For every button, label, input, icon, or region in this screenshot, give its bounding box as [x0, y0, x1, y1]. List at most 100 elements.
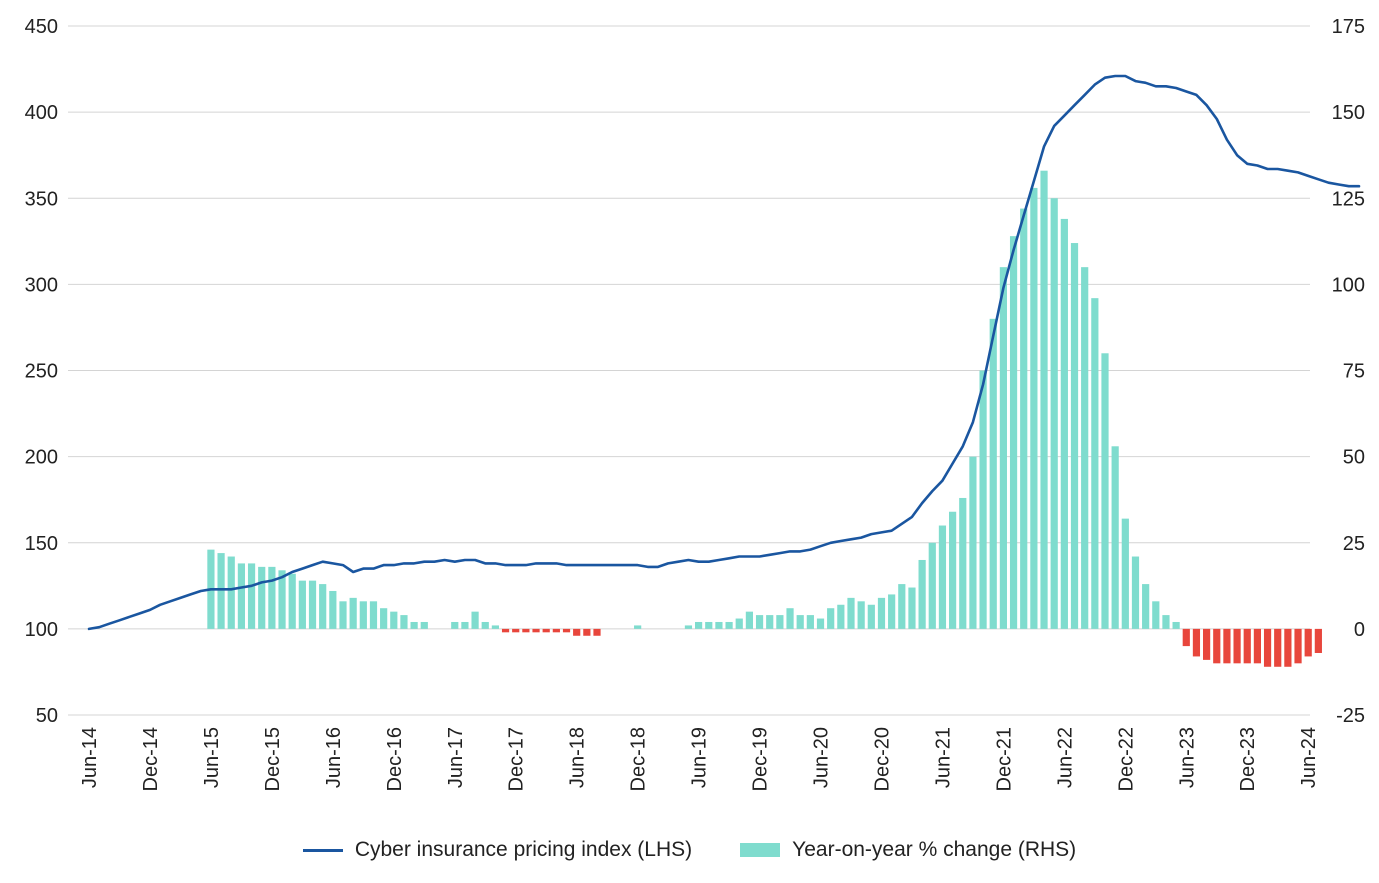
- legend-item-yoy: Year-on-year % change (RHS): [740, 838, 1076, 862]
- yoy-bar: [308, 580, 317, 629]
- right-tick-label: 50: [1343, 447, 1365, 469]
- yoy-bar: [1009, 236, 1018, 629]
- yoy-bar: [1060, 218, 1068, 629]
- yoy-bar: [461, 621, 469, 629]
- yoy-bar: [745, 611, 753, 629]
- yoy-bar: [1253, 628, 1261, 664]
- yoy-bar: [369, 601, 378, 629]
- left-tick-label: 250: [25, 361, 58, 383]
- yoy-bar: [938, 525, 947, 629]
- yoy-bar: [522, 628, 530, 633]
- right-tick-label: 75: [1343, 361, 1365, 383]
- left-tick-label: 100: [25, 619, 58, 641]
- yoy-bar: [1263, 628, 1272, 667]
- yoy-bar: [1131, 556, 1140, 629]
- yoy-bar: [837, 604, 845, 629]
- yoy-bar: [583, 628, 591, 636]
- yoy-bar: [491, 625, 499, 629]
- x-tick-label: Jun-15: [201, 727, 223, 788]
- right-tick-label: 175: [1332, 16, 1365, 38]
- x-tick-label: Dec-17: [506, 727, 528, 791]
- yoy-bar: [786, 608, 794, 629]
- yoy-bar: [400, 615, 408, 629]
- left-tick-label: 50: [36, 705, 58, 727]
- x-tick-label: Dec-14: [140, 727, 162, 791]
- yoy-bar: [1243, 628, 1251, 664]
- pricing-index-line-group: [87, 74, 1361, 631]
- x-tick-label: Dec-18: [628, 727, 650, 791]
- yoy-bar: [1314, 628, 1322, 653]
- yoy-bar: [715, 621, 723, 629]
- yoy-bar: [1192, 628, 1201, 657]
- yoy-bar: [1111, 446, 1119, 629]
- yoy-bar: [1081, 267, 1089, 629]
- yoy-bar: [471, 611, 479, 629]
- yoy-bar: [1050, 198, 1058, 629]
- yoy-bar: [532, 628, 540, 633]
- yoy-bar: [1020, 208, 1028, 629]
- left-tick-label: 200: [25, 447, 58, 469]
- yoy-bar: [1294, 628, 1302, 664]
- right-tick-label: 100: [1332, 274, 1365, 296]
- legend-item-index: Cyber insurance pricing index (LHS): [302, 838, 692, 862]
- yoy-bar: [562, 628, 571, 633]
- yoy-bar: [1172, 621, 1180, 629]
- x-tick-label: Dec-15: [262, 727, 284, 791]
- yoy-bar: [867, 604, 875, 629]
- yoy-bar: [1040, 170, 1048, 629]
- yoy-bar: [349, 597, 357, 629]
- yoy-bar: [278, 570, 286, 629]
- yoy-bar: [380, 608, 388, 629]
- yoy-bar: [857, 601, 865, 629]
- yoy-bar: [755, 615, 764, 629]
- yoy-bar: [908, 587, 916, 629]
- x-tick-label: Jun-16: [323, 727, 345, 788]
- yoy-bar: [705, 621, 713, 629]
- yoy-bar: [898, 584, 906, 629]
- yoy-bar: [816, 618, 825, 629]
- yoy-bar: [217, 553, 225, 629]
- yoy-bar: [268, 566, 276, 629]
- yoy-bar: [806, 615, 814, 629]
- x-tick-label: Jun-22: [1054, 727, 1076, 788]
- yoy-bar: [298, 580, 306, 629]
- yoy-bar: [1213, 628, 1221, 664]
- yoy-bar: [684, 625, 693, 629]
- x-tick-label: Dec-23: [1237, 727, 1259, 791]
- yoy-bar: [735, 618, 743, 629]
- yoy-bar: [542, 628, 550, 633]
- right-tick-label: 150: [1332, 102, 1365, 124]
- yoy-bar: [1274, 628, 1282, 667]
- x-tick-label: Dec-22: [1115, 727, 1137, 791]
- yoy-bar: [1233, 628, 1241, 664]
- yoy-bar: [1070, 243, 1079, 629]
- yoy-bar: [512, 628, 520, 633]
- yoy-bar: [237, 563, 245, 629]
- right-tick-label: 0: [1354, 619, 1365, 641]
- yoy-bar: [1091, 298, 1099, 629]
- yoy-bar: [979, 370, 987, 629]
- yoy-bar: [1101, 353, 1109, 629]
- yoy-bar: [573, 628, 581, 636]
- x-tick-label: Jun-18: [567, 727, 589, 788]
- bar-swatch-icon: [740, 843, 781, 857]
- yoy-bar: [918, 559, 926, 629]
- x-tick-label: Jun-21: [932, 727, 954, 788]
- yoy-bar: [339, 601, 347, 629]
- yoy-bar: [999, 267, 1007, 629]
- yoy-bar: [390, 611, 398, 629]
- yoy-bar: [247, 563, 256, 629]
- x-tick-label: Dec-19: [750, 727, 772, 791]
- yoy-bar: [552, 628, 560, 633]
- yoy-bar: [928, 542, 936, 629]
- yoy-bar: [1142, 584, 1150, 629]
- yoy-bar: [959, 497, 967, 629]
- yoy-bar: [593, 628, 601, 636]
- yoy-bar: [1162, 615, 1170, 629]
- yoy-bar: [288, 573, 296, 629]
- yoy-bar: [227, 556, 235, 629]
- left-axis-ticks: 450 400 350 300 250 200 150 100 50: [25, 16, 58, 727]
- x-tick-label: Jun-14: [79, 727, 101, 788]
- gridlines: [68, 25, 1310, 716]
